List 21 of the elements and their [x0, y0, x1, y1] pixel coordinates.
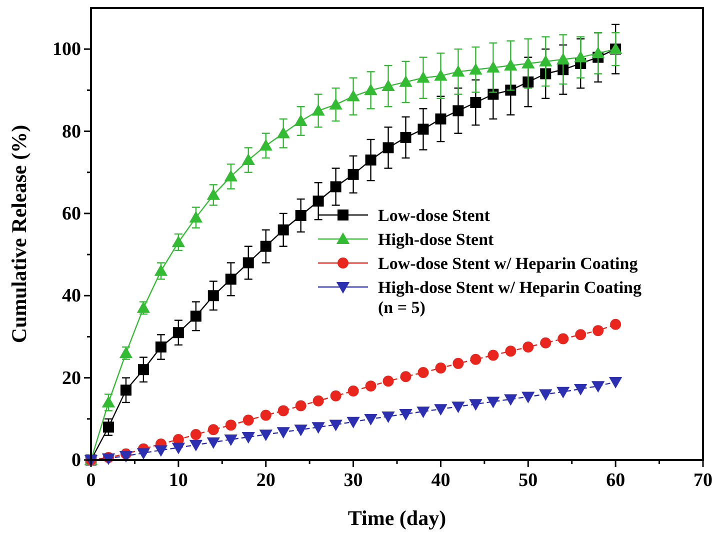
- x-tick-label: 30: [344, 470, 363, 491]
- y-tick-label: 0: [72, 450, 81, 471]
- legend-label: High-dose Stent w/ Heparin Coating: [378, 278, 642, 297]
- x-axis-title: Time (day): [348, 506, 446, 530]
- x-tick-label: 70: [694, 470, 712, 491]
- legend-label: Low-dose Stent: [378, 206, 490, 225]
- y-tick-label: 100: [52, 39, 81, 60]
- x-tick-label: 0: [86, 470, 96, 491]
- x-tick-label: 10: [168, 470, 188, 491]
- x-tick-label: 60: [606, 470, 626, 491]
- y-tick-label: 40: [62, 286, 81, 307]
- annotation: (n = 5): [378, 298, 426, 317]
- x-tick-label: 20: [256, 470, 276, 491]
- y-axis-title: Cumulative Release (%): [7, 124, 31, 344]
- legend-label: Low-dose Stent w/ Heparin Coating: [378, 254, 638, 273]
- y-tick-label: 60: [62, 203, 81, 224]
- y-tick-label: 20: [62, 368, 81, 389]
- y-tick-label: 80: [62, 121, 81, 142]
- x-tick-label: 50: [518, 470, 538, 491]
- x-tick-label: 40: [431, 470, 450, 491]
- legend-label: High-dose Stent: [378, 230, 494, 249]
